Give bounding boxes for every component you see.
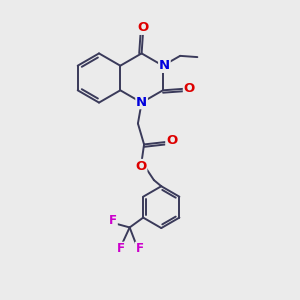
Text: N: N [136, 95, 147, 109]
Text: F: F [109, 214, 117, 227]
Text: F: F [135, 242, 143, 255]
Text: O: O [184, 82, 195, 95]
Text: F: F [117, 242, 125, 255]
Text: O: O [135, 160, 147, 172]
Text: O: O [137, 21, 149, 34]
Text: O: O [166, 134, 177, 147]
Text: N: N [159, 59, 170, 72]
